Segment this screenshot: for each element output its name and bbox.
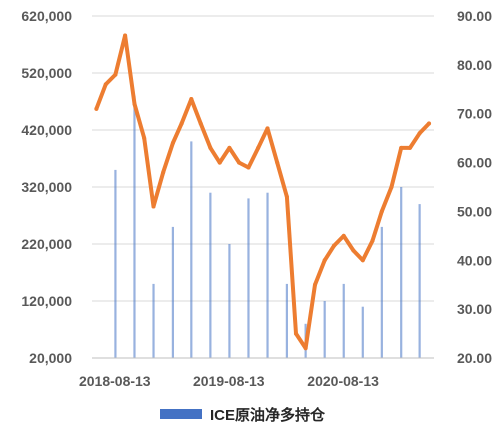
price-point [151,204,156,209]
left-axis-tick-label: 320,000 [21,179,72,195]
legend-label: ICE原油净多持仓 [210,406,326,424]
bar [323,301,326,358]
bar [342,283,345,358]
price-point [237,160,242,165]
bar [361,306,364,358]
price-point [399,145,404,150]
bar [133,95,136,359]
price-point [227,145,232,150]
bar [380,226,383,358]
price-point [427,121,432,126]
bar [247,198,250,358]
price-point [103,82,108,87]
price-point [132,101,137,106]
right-axis-labels: 90.00 80.00 70.00 60.00 50.00 40.00 30.00 20.00 [457,8,492,366]
right-axis-tick-label: 50.00 [457,203,492,219]
price-point [293,331,298,336]
left-axis-tick-label: 520,000 [21,65,72,81]
bar [190,141,193,358]
price-point [370,238,375,243]
price-point [332,243,337,248]
right-axis-tick-label: 90.00 [457,8,492,24]
price-point [179,121,184,126]
price-point [417,131,422,136]
legend-swatch [160,409,202,419]
price-line [94,33,431,351]
price-point [94,106,99,111]
bar [209,192,212,358]
bar [171,226,174,358]
right-axis-tick-label: 20.00 [457,350,492,366]
left-axis-tick-label: 20,000 [29,350,72,366]
price-point [198,121,203,126]
price-point [351,248,356,253]
right-axis-tick-label: 70.00 [457,106,492,122]
x-axis-tick-label: 2020-08-13 [307,373,379,389]
price-point [389,185,394,189]
legend: ICE原油净多持仓 [160,402,325,426]
price-point [217,160,222,165]
price-point [142,136,147,141]
bar [266,192,269,358]
right-axis-tick-label: 30.00 [457,301,492,317]
price-point [322,258,327,263]
bar [152,283,155,358]
left-axis-labels: 620,000 520,000 420,000 320,000 220,000 120,0… [21,8,72,366]
x-axis-tick-label: 2018-08-13 [79,373,151,389]
bar [285,283,288,358]
right-axis-tick-label: 60.00 [457,155,492,171]
price-point [341,233,346,238]
price-point [256,145,261,150]
price-point [189,97,194,102]
left-axis-tick-label: 620,000 [21,8,72,24]
price-point [407,145,412,150]
x-axis-tick-label: 2019-08-13 [193,373,265,389]
price-point [123,33,128,38]
price-point [170,141,175,146]
price-point [313,282,318,287]
price-point [161,170,166,175]
left-axis-tick-label: 220,000 [21,236,72,252]
right-axis-tick-label: 80.00 [457,57,492,73]
bar [228,244,231,358]
price-point [360,258,365,263]
price-point [379,209,384,214]
price-point [284,194,289,199]
price-point [303,346,308,351]
bar [418,204,421,358]
price-point [113,72,118,77]
x-axis-labels: 2018-08-13 2019-08-13 2020-08-13 [79,373,379,389]
right-axis-tick-label: 40.00 [457,252,492,268]
left-axis-tick-label: 120,000 [21,293,72,309]
left-axis-tick-label: 420,000 [21,122,72,138]
price-point [246,165,251,170]
price-point [275,160,280,165]
price-point [265,126,270,131]
bar-series-net-long [114,95,421,359]
bar [400,187,403,358]
bar [114,169,117,358]
price-point [208,145,213,150]
line-series-price [94,33,432,351]
